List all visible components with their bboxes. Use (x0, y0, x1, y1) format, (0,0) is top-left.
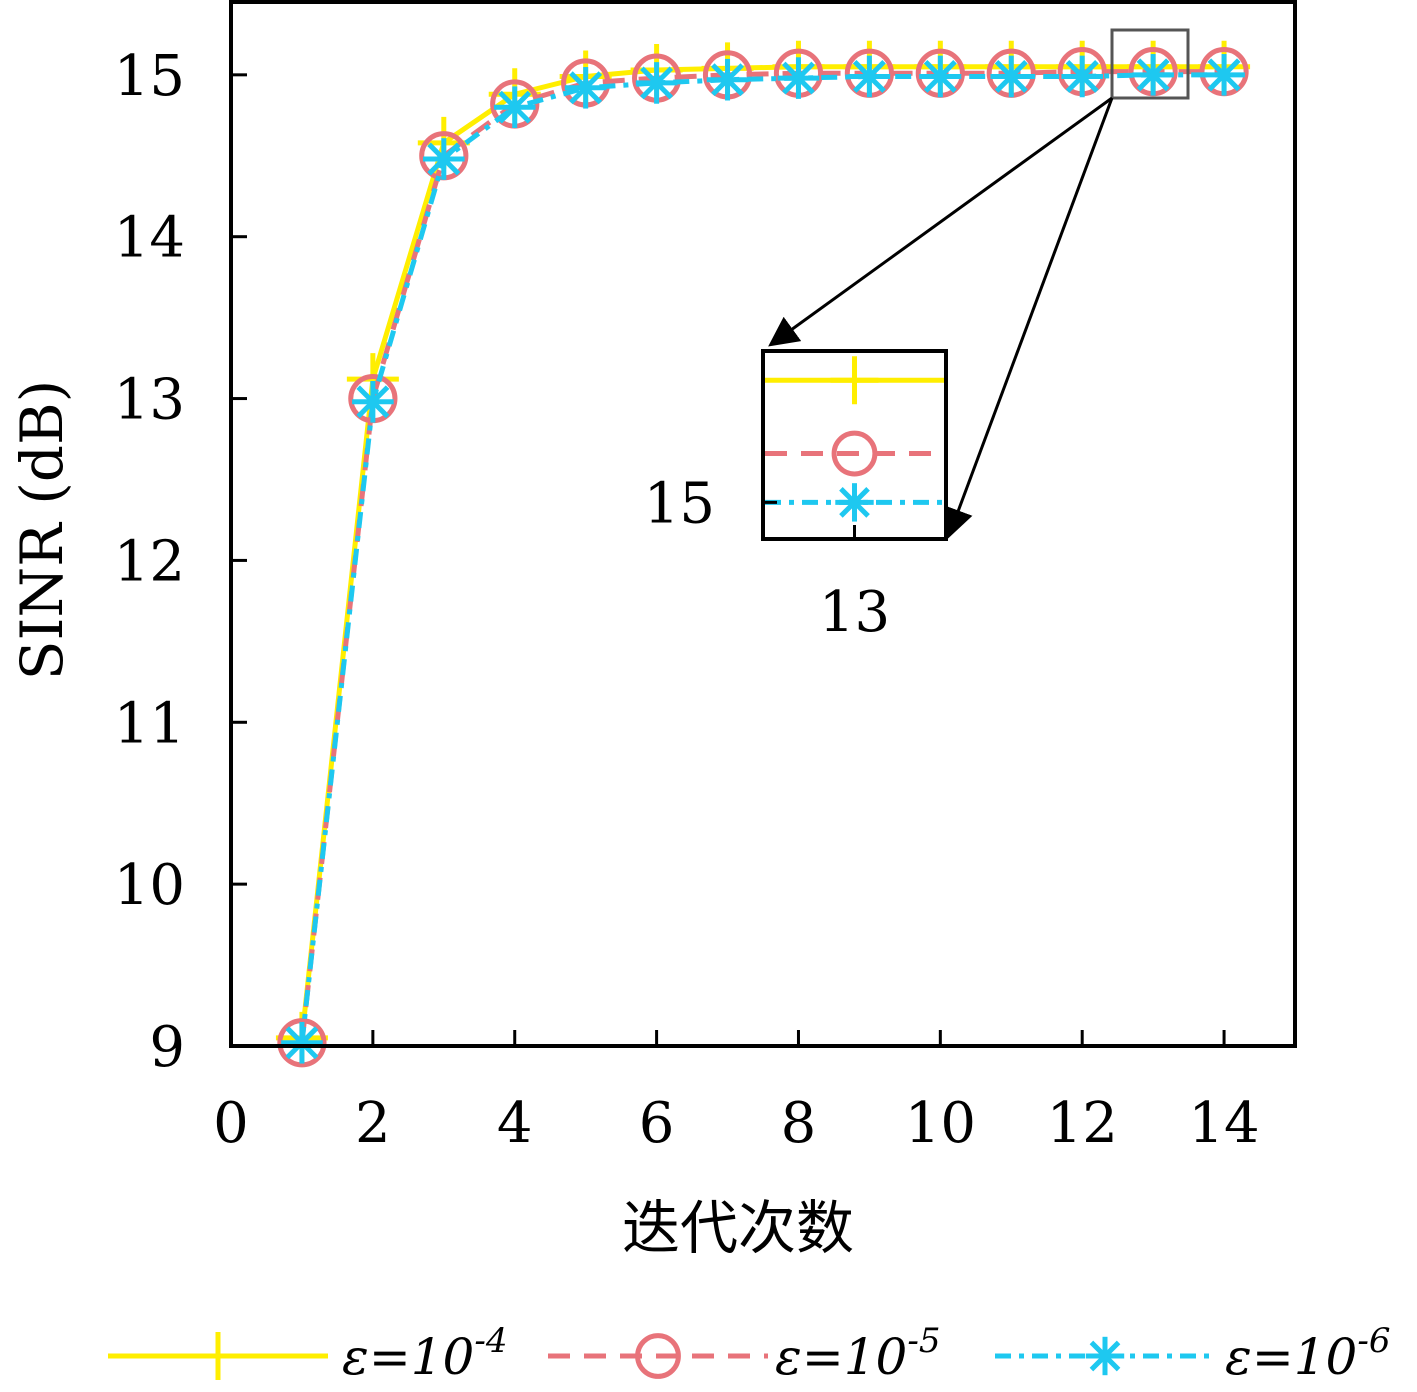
marker-asterisk-stroke (711, 63, 745, 97)
legend-label-exponent: -5 (907, 1321, 940, 1361)
legend-item: ε=10-4 (108, 1321, 507, 1386)
data-point (493, 86, 536, 129)
y-tick-label: 11 (114, 691, 185, 756)
legend-item: ε=10-6 (995, 1321, 1390, 1386)
marker-circle (277, 1018, 327, 1068)
x-tick-label: 6 (639, 1091, 675, 1156)
data-point (706, 58, 749, 101)
data-point (919, 55, 962, 98)
marker-circle (635, 1333, 681, 1379)
data-point (1132, 54, 1174, 96)
inset-y-tick-label: 15 (644, 471, 715, 536)
marker-asterisk-stroke (640, 66, 674, 100)
legend-label-exponent: -6 (1357, 1321, 1390, 1361)
series-line (299, 69, 1225, 1044)
legend-label: ε=10-5 (775, 1321, 940, 1386)
marker-asterisk-stroke (1089, 1340, 1121, 1372)
marker-asterisk-stroke (839, 487, 870, 518)
y-axis-title: SINR (dB) (8, 380, 76, 681)
data-point (635, 62, 678, 104)
inset-x-tick-label: 13 (819, 580, 890, 645)
marker-asterisk-stroke (285, 1026, 319, 1060)
marker-asterisk-stroke (1065, 59, 1099, 93)
y-tick-label: 13 (114, 368, 185, 433)
x-tick-label: 0 (213, 1091, 249, 1156)
y-tick-label: 12 (114, 529, 185, 594)
x-tick-label: 10 (905, 1091, 976, 1156)
marker-asterisk-stroke (994, 59, 1028, 93)
marker-asterisk-stroke (1207, 58, 1241, 92)
x-tick-label: 8 (781, 1091, 817, 1156)
marker-asterisk-stroke (569, 71, 603, 105)
zoom-source-box (1110, 28, 1190, 100)
series-line (299, 64, 1225, 1039)
legend-item: ε=10-5 (548, 1321, 940, 1386)
marker-asterisk-stroke (356, 385, 390, 419)
marker-asterisk-stroke (1136, 58, 1170, 92)
marker-asterisk-stroke (781, 61, 815, 95)
series-3 (281, 54, 1245, 1064)
inset-series-3 (765, 483, 944, 522)
y-tick-label: 14 (114, 206, 185, 271)
marker-asterisk-stroke (427, 142, 461, 176)
marker-asterisk-stroke (498, 90, 532, 124)
series-line (299, 72, 1225, 1044)
legend-label: ε=10-6 (1225, 1321, 1390, 1386)
axes-layer: 0 2 4 6 8 10 12 14 9 10 11 12 13 14 15 (114, 0, 1297, 1156)
y-tick-label: 9 (149, 1015, 185, 1080)
data-point (423, 138, 465, 180)
legend-label: ε=10-4 (342, 1321, 507, 1386)
x-tick-label: 4 (497, 1091, 533, 1156)
y-tick-label: 15 (114, 44, 185, 109)
inset-series-1 (765, 356, 944, 405)
data-point (352, 380, 394, 423)
zoom-arrow-right (944, 97, 1114, 539)
marker-circle (831, 430, 878, 477)
legend: ε=10-4 ε=10-5 ε=10-6 (108, 1321, 1390, 1386)
series-layer (275, 40, 1251, 1068)
x-tick-label: 12 (1047, 1091, 1118, 1156)
x-axis-title: 迭代次数 (622, 1194, 854, 1262)
series-1 (275, 40, 1251, 1064)
plot-frame (229, 0, 1297, 1048)
data-point (777, 57, 820, 99)
legend-label-exponent: -4 (474, 1321, 507, 1361)
data-point (848, 55, 891, 98)
marker-asterisk-stroke (923, 59, 957, 93)
x-tick-label: 2 (355, 1091, 391, 1156)
marker-asterisk-stroke (852, 59, 886, 93)
data-point (277, 1018, 327, 1068)
data-point (990, 55, 1033, 98)
data-point (281, 1021, 323, 1064)
inset-series-2 (765, 430, 944, 477)
y-tick-label: 10 (114, 853, 185, 918)
data-point (1061, 55, 1103, 98)
x-tick-label: 14 (1188, 1091, 1259, 1156)
zoom-arrow-left (768, 96, 1113, 347)
data-point (564, 66, 607, 109)
data-point (1203, 54, 1245, 96)
